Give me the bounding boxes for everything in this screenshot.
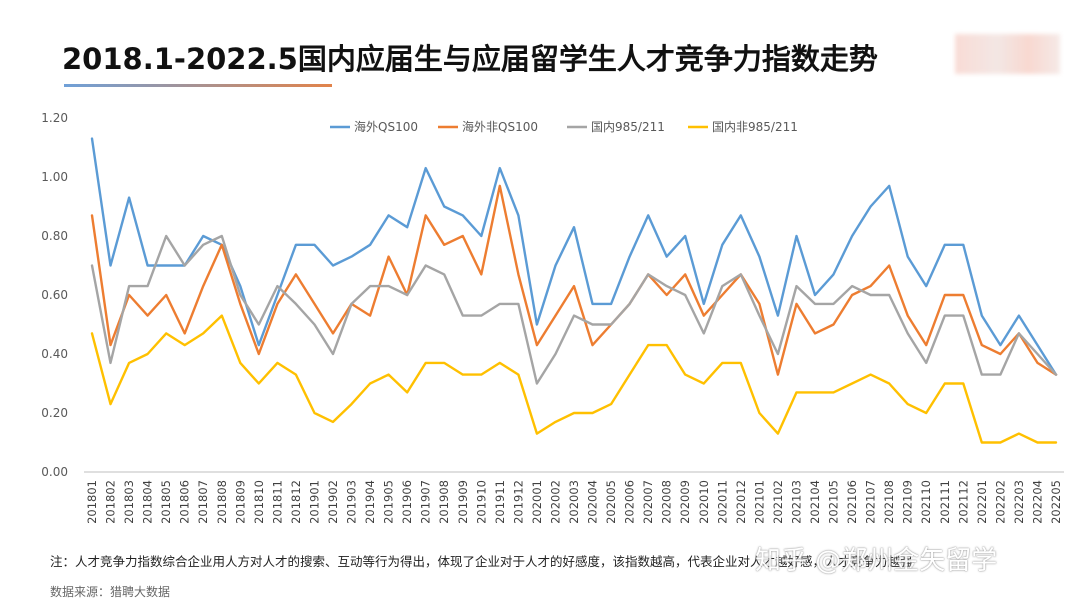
x-tick-label: 201811 — [270, 480, 284, 524]
x-tick-label: 202003 — [567, 480, 581, 524]
y-tick-label: 1.20 — [41, 111, 68, 125]
x-tick-label: 201809 — [233, 480, 247, 524]
series-line-1 — [90, 184, 1058, 376]
x-tick-label: 201812 — [289, 480, 303, 524]
x-tick-label: 202111 — [938, 480, 952, 524]
title-underline — [64, 84, 332, 87]
x-tick-label: 201909 — [456, 480, 470, 524]
y-tick-label: 0.80 — [41, 229, 68, 243]
y-tick-label: 1.00 — [41, 170, 68, 184]
x-tick-label: 201901 — [307, 480, 321, 524]
x-tick-label: 202005 — [604, 480, 618, 524]
x-tick-label: 201803 — [122, 480, 136, 524]
series-line-3 — [90, 314, 1058, 444]
x-tick-label: 201810 — [252, 480, 266, 524]
legend: 海外QS100 海外非QS100 国内985/211 国内非985/211 — [330, 119, 798, 134]
x-tick-label: 202110 — [919, 480, 933, 524]
x-tick-label: 202205 — [1049, 480, 1063, 524]
x-tick-label: 202201 — [975, 480, 989, 524]
x-tick-label: 201903 — [345, 480, 359, 524]
x-tick-label: 201801 — [85, 480, 99, 524]
x-tick-label: 201910 — [474, 480, 488, 524]
legend-label: 海外非QS100 — [462, 119, 538, 134]
series-lines — [90, 137, 1058, 444]
x-tick-label: 202002 — [548, 480, 562, 524]
x-tick-label: 202107 — [864, 480, 878, 524]
x-tick-label: 202204 — [1030, 480, 1044, 524]
x-tick-label: 202104 — [808, 480, 822, 524]
x-tick-label: 201905 — [382, 480, 396, 524]
x-tick-label: 202103 — [789, 480, 803, 524]
x-tick-label: 201908 — [437, 480, 451, 524]
legend-label: 国内985/211 — [591, 120, 665, 134]
x-tick-label: 201806 — [178, 480, 192, 524]
footnote: 注：人才竞争力指数综合企业用人方对人才的搜索、互动等行为得出，体现了企业对于人才… — [50, 554, 913, 569]
series-line-2 — [90, 234, 1058, 385]
x-tick-label: 201802 — [104, 480, 118, 524]
legend-label: 国内非985/211 — [712, 120, 798, 134]
x-tick-label: 201807 — [196, 480, 210, 524]
x-tick-label: 202010 — [697, 480, 711, 524]
x-tick-label: 201911 — [493, 480, 507, 524]
legend-label: 海外QS100 — [354, 119, 418, 134]
data-source: 数据来源：猎聘大数据 — [50, 585, 171, 599]
y-tick-label: 0.40 — [41, 347, 68, 361]
x-tick-label: 202203 — [1012, 480, 1026, 524]
x-tick-label: 202101 — [752, 480, 766, 524]
x-tick-label: 202006 — [623, 480, 637, 524]
x-tick-label: 202106 — [845, 480, 859, 524]
x-tick-label: 201907 — [419, 480, 433, 524]
y-tick-label: 0.00 — [41, 465, 68, 479]
x-tick-label: 201805 — [159, 480, 173, 524]
x-tick-label: 202202 — [993, 480, 1007, 524]
x-tick-label: 202004 — [586, 480, 600, 524]
x-tick-label: 202112 — [956, 480, 970, 524]
chart-title: 2018.1-2022.5国内应届生与应届留学生人才竞争力指数走势 — [62, 42, 878, 76]
y-axis-labels: 0.00 0.20 0.40 0.60 0.80 1.00 1.20 — [41, 111, 68, 479]
x-tick-label: 202001 — [530, 480, 544, 524]
x-tick-label: 202109 — [901, 480, 915, 524]
x-tick-label: 202102 — [771, 480, 785, 524]
x-tick-label: 202007 — [641, 480, 655, 524]
blurred-logo — [955, 34, 1060, 74]
x-tick-label: 201904 — [363, 480, 377, 524]
y-tick-label: 0.60 — [41, 288, 68, 302]
watermark: 知乎 @郑州金矢留学 — [755, 546, 998, 576]
x-tick-label: 201808 — [215, 480, 229, 524]
x-tick-label: 201902 — [326, 480, 340, 524]
x-tick-label: 202012 — [734, 480, 748, 524]
x-tick-label: 202011 — [715, 480, 729, 524]
x-axis-labels: 201801 201802 201803 201804 201805 201806 2018… — [85, 480, 1063, 524]
x-tick-label: 202008 — [660, 480, 674, 524]
series-line-0 — [90, 137, 1058, 376]
x-tick-label: 201912 — [511, 480, 525, 524]
x-tick-label: 201804 — [141, 480, 155, 524]
x-tick-label: 202009 — [678, 480, 692, 524]
y-tick-label: 0.20 — [41, 406, 68, 420]
x-tick-label: 202108 — [882, 480, 896, 524]
x-tick-label: 201906 — [400, 480, 414, 524]
x-tick-label: 202105 — [827, 480, 841, 524]
